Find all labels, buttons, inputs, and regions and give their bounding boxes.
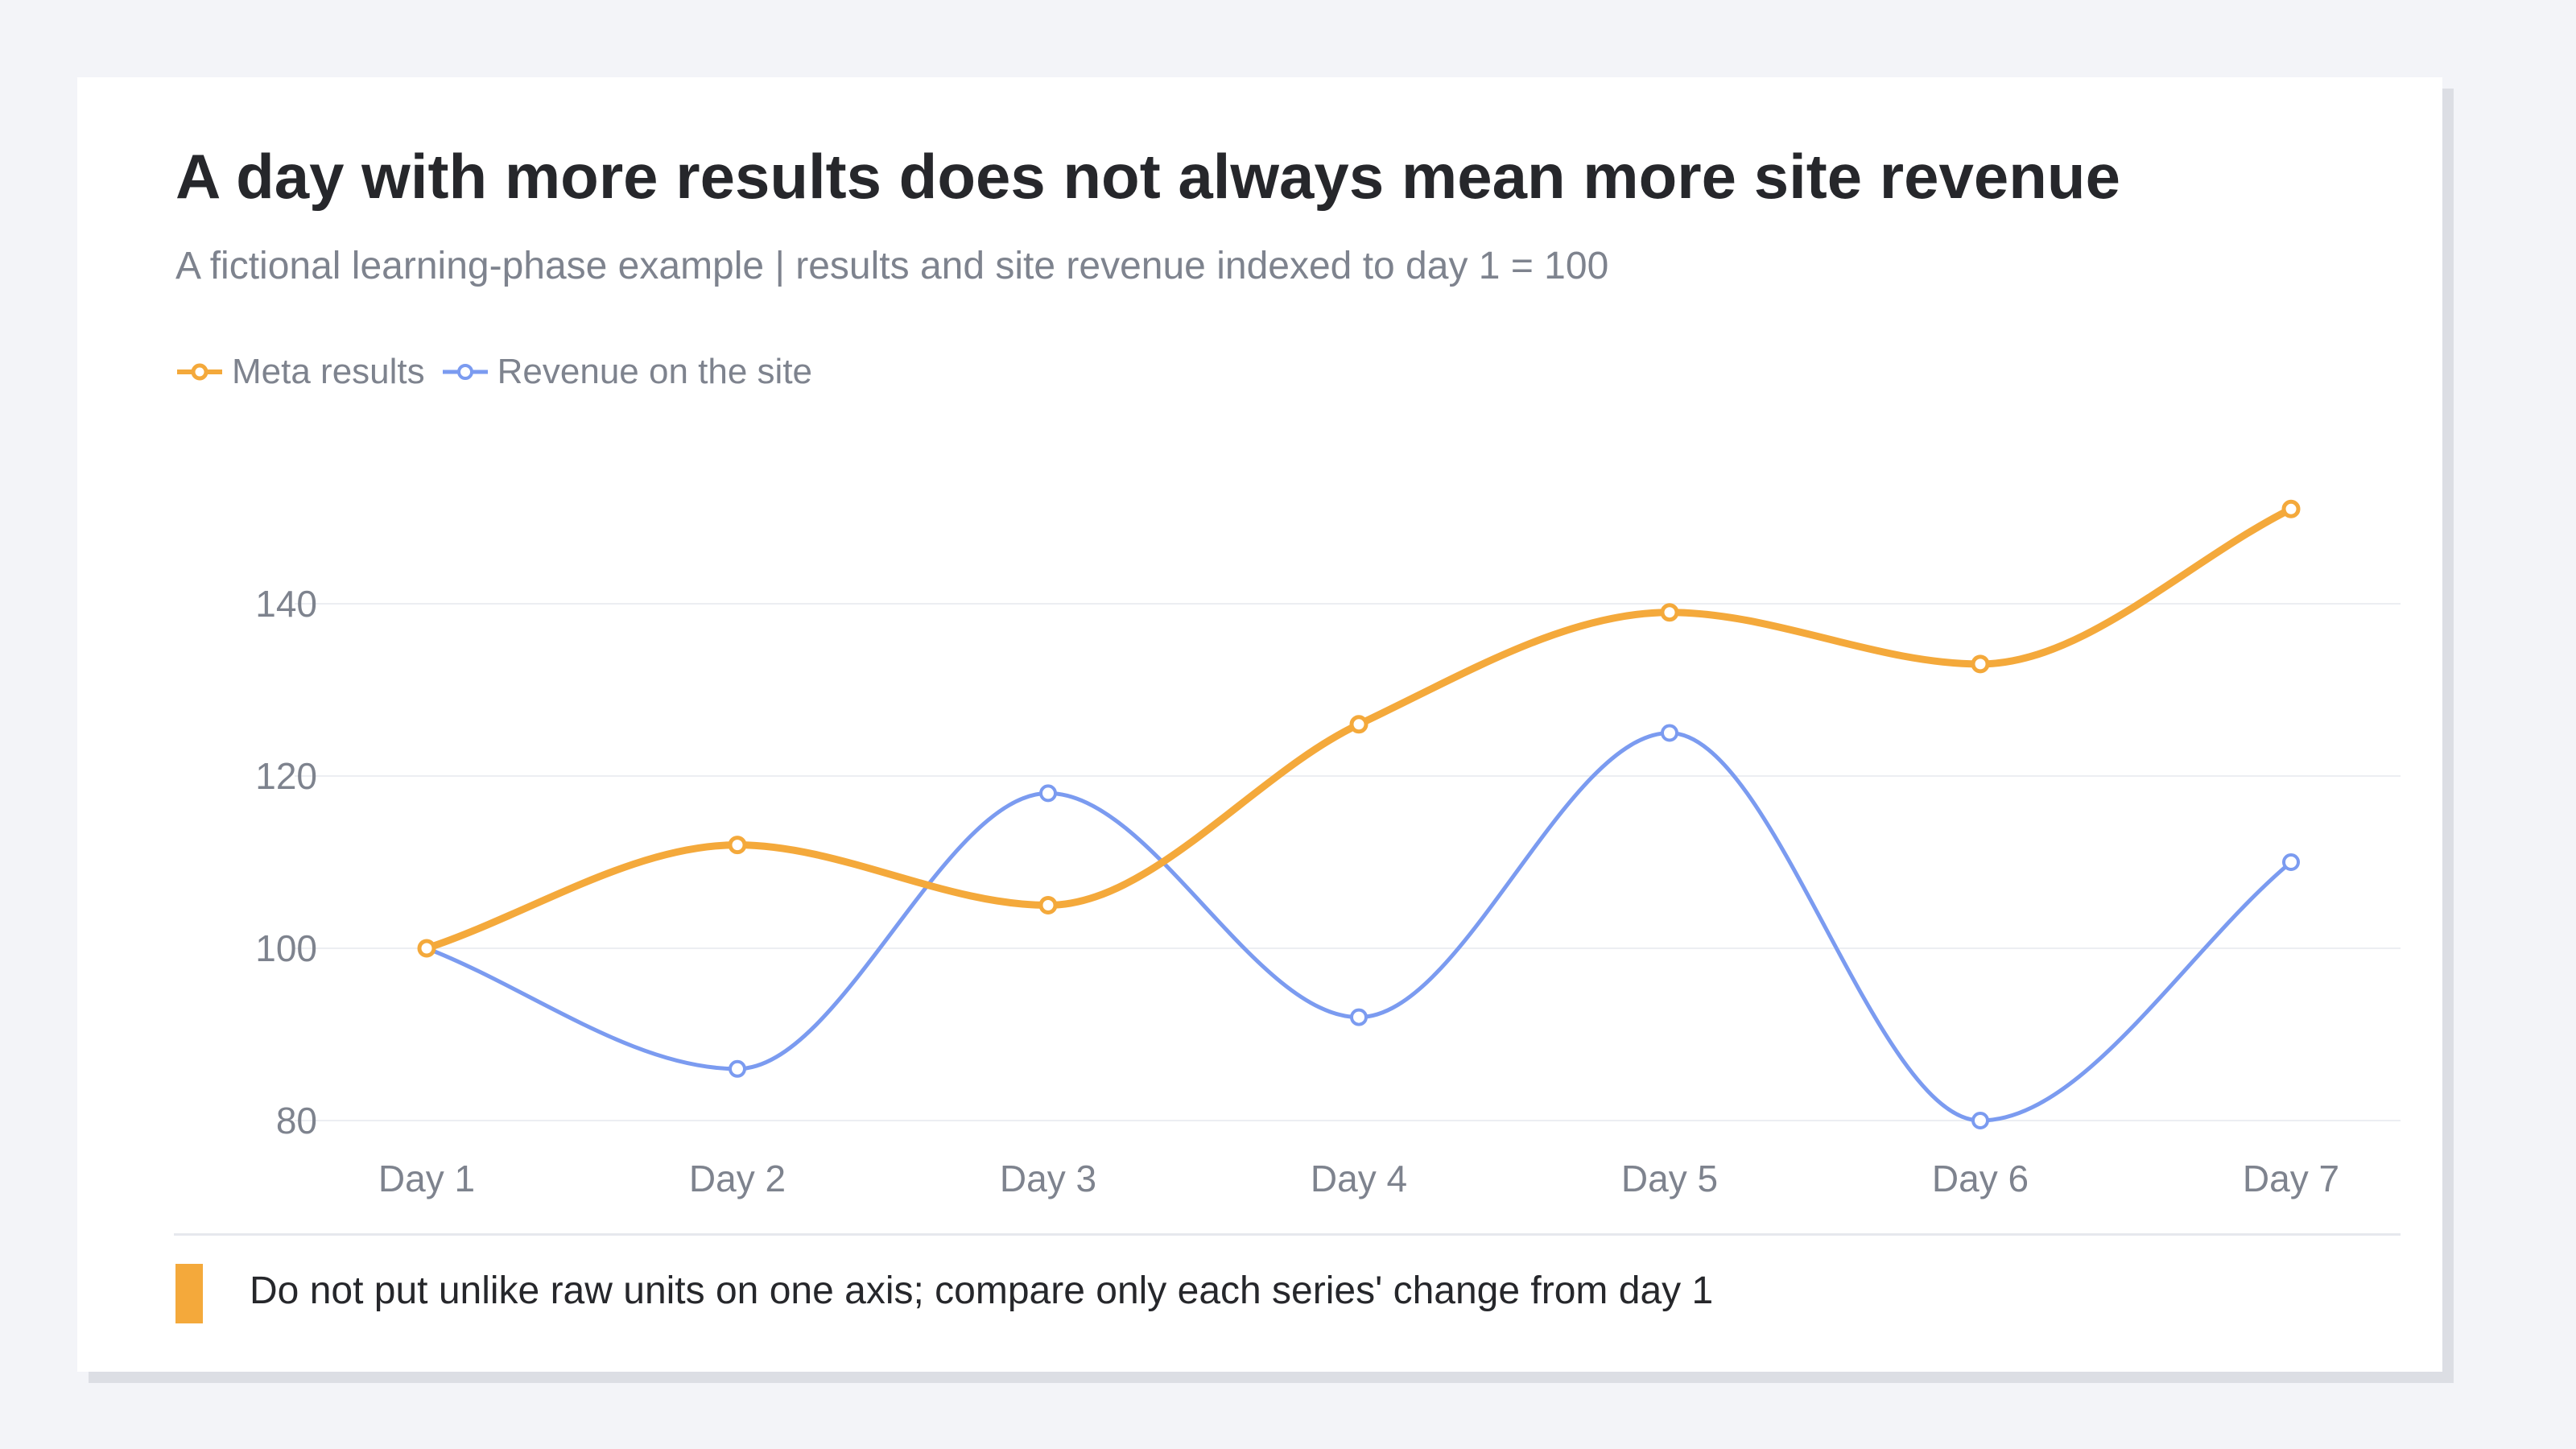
y-axis-ticks: 80 100 120 140 (255, 583, 317, 1141)
data-point-revenue-on-the-site-day-6[interactable] (1971, 1112, 1989, 1129)
data-point-meta-results-day-6[interactable] (1971, 654, 1990, 674)
y-tick-label: 80 (276, 1100, 317, 1141)
data-point-revenue-on-the-site-day-3[interactable] (1039, 784, 1057, 803)
data-point-meta-results-day-2[interactable] (728, 836, 747, 855)
chart-card: A day with more results does not always … (77, 77, 2442, 1372)
y-tick-label: 140 (255, 583, 317, 625)
chart-title: A day with more results does not always … (175, 141, 2120, 212)
footnote-text: Do not put unlike raw units on one axis;… (250, 1269, 1714, 1312)
data-point-revenue-on-the-site-day-7[interactable] (2282, 853, 2300, 871)
data-point-meta-results-day-3[interactable] (1038, 896, 1058, 914)
legend-label-site-revenue: Revenue on the site (497, 352, 813, 391)
x-tick-label: Day 1 (378, 1158, 475, 1199)
gridlines (295, 603, 2401, 1121)
data-point-revenue-on-the-site-day-5[interactable] (1661, 724, 1678, 742)
y-tick-label: 120 (255, 755, 317, 797)
series-lines (423, 505, 2295, 1123)
data-point-revenue-on-the-site-day-2[interactable] (729, 1059, 746, 1078)
y-tick-label: 100 (255, 927, 317, 969)
chart-subtitle: A fictional learning-phase example | res… (175, 245, 1609, 287)
data-point-meta-results-day-5[interactable] (1660, 603, 1679, 622)
x-tick-label: Day 4 (1311, 1158, 1407, 1199)
data-point-meta-results-day-4[interactable] (1349, 715, 1368, 734)
legend-label-meta-results: Meta results (232, 352, 425, 391)
footnote-marker (175, 1264, 203, 1323)
legend-swatch-site-revenue (442, 364, 488, 380)
chart-legend: Meta results Revenue on the site (175, 348, 828, 396)
x-tick-label: Day 6 (1932, 1158, 2029, 1199)
data-point-revenue-on-the-site-day-4[interactable] (1350, 1008, 1368, 1026)
series-line-revenue-on-the-site (424, 731, 2293, 1123)
x-tick-label: Day 5 (1621, 1158, 1718, 1199)
footnote-divider (174, 1233, 2401, 1236)
data-point-meta-results-day-1[interactable] (417, 939, 436, 958)
legend-item-meta-results[interactable]: Meta results (175, 352, 425, 392)
legend-swatch-meta-results (177, 363, 222, 381)
x-tick-label: Day 2 (689, 1158, 786, 1199)
x-axis-ticks: Day 1 Day 2 Day 3 Day 4 Day 5 Day 6 Day 7 (378, 1158, 2339, 1199)
data-point-meta-results-day-7[interactable] (2281, 499, 2301, 518)
series-points (417, 499, 2301, 1129)
x-tick-label: Day 3 (1000, 1158, 1096, 1199)
x-tick-label: Day 7 (2243, 1158, 2339, 1199)
legend-item-site-revenue[interactable]: Revenue on the site (441, 352, 812, 392)
